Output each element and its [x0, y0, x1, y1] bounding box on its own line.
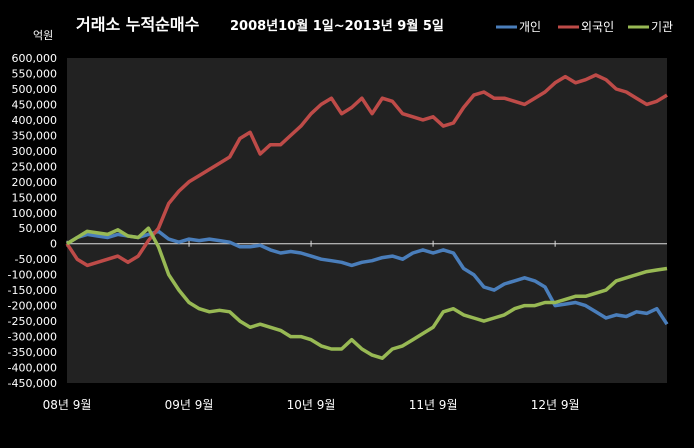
legend: 개인 외국인 기관 [496, 20, 673, 34]
x-tick-label: 10년 9월 [287, 398, 336, 412]
y-tick-label: 200,000 [12, 176, 58, 189]
legend-label-1: 외국인 [581, 20, 614, 34]
y-tick-label: -100,000 [8, 269, 57, 282]
series-line-2 [66, 226, 668, 360]
legend-label-0: 개인 [519, 20, 541, 34]
y-tick-label: 300,000 [12, 145, 58, 158]
y-tick-label: 350,000 [12, 129, 58, 142]
y-tick-label: -250,000 [8, 315, 57, 328]
y-tick-label: -200,000 [8, 300, 57, 313]
y-tick-label: -350,000 [8, 346, 57, 359]
y-tick-label: 400,000 [12, 114, 58, 127]
y-tick-label: 150,000 [12, 191, 58, 204]
y-tick-label: 600,000 [12, 52, 58, 65]
x-tick-label: 09년 9월 [165, 398, 214, 412]
y-axis-label: 억원 [33, 29, 53, 42]
x-tick-label: 12년 9월 [531, 398, 580, 412]
x-tick-label: 11년 9월 [409, 398, 458, 412]
y-tick-label: 0 [50, 238, 57, 251]
y-tick-label: 250,000 [12, 160, 58, 173]
y-tick-label: -300,000 [8, 331, 57, 344]
series-line-1 [65, 73, 668, 268]
x-tick-label: 08년 9월 [43, 398, 92, 412]
chart-subtitle: 2008년10월 1일~2013년 9월 5일 [230, 18, 444, 34]
y-tick-label: 50,000 [19, 222, 58, 235]
y-tick-label: 100,000 [12, 207, 58, 220]
y-tick-label: -450,000 [8, 377, 57, 390]
legend-label-2: 기관 [651, 20, 673, 34]
chart-title: 거래소 누적순매수 [76, 15, 200, 34]
series-line-0 [66, 229, 669, 326]
plot-area [67, 58, 667, 383]
y-tick-label: -50,000 [15, 253, 57, 266]
y-tick-label: -150,000 [8, 284, 57, 297]
y-tick-label: 500,000 [12, 83, 58, 96]
y-tick-label: -400,000 [8, 362, 57, 375]
y-tick-label: 450,000 [12, 98, 58, 111]
y-tick-label: 550,000 [12, 67, 58, 80]
